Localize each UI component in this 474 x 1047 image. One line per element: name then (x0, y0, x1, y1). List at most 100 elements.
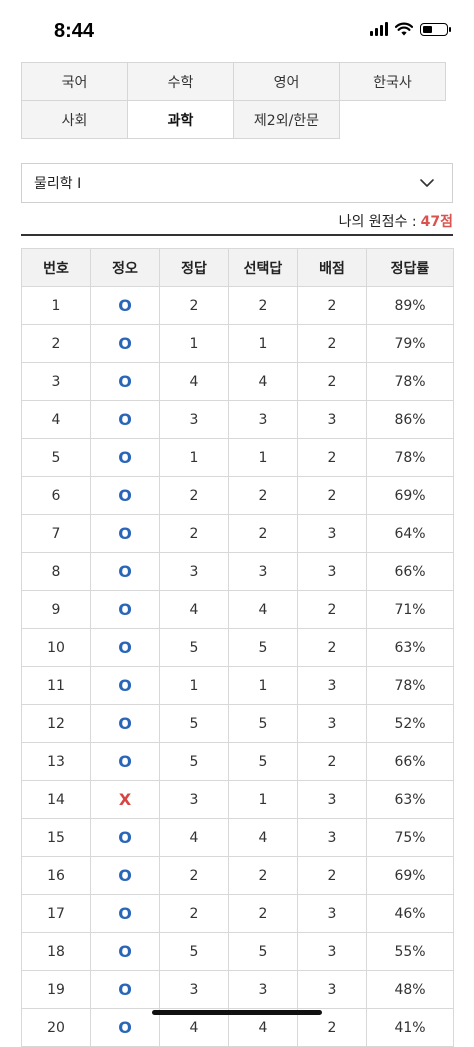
status-time: 8:44 (54, 20, 95, 42)
cell-points: 2 (297, 438, 367, 477)
cell-number: 11 (21, 666, 91, 705)
cell-correctness: O (90, 552, 160, 591)
cell-correct-rate: 78% (366, 666, 454, 705)
table-row: 3 O 4 4 2 78% (21, 362, 454, 401)
cell-correct-rate: 75% (366, 818, 454, 857)
cell-selected: 1 (228, 324, 298, 363)
cell-number: 12 (21, 704, 91, 743)
header-number: 번호 (21, 248, 91, 287)
cell-correct-rate: 78% (366, 438, 454, 477)
cell-correctness: O (90, 894, 160, 933)
cell-number: 5 (21, 438, 91, 477)
correct-mark: O (118, 638, 132, 657)
cell-correct-rate: 52% (366, 704, 454, 743)
tab-subject[interactable]: 과학 (127, 100, 234, 139)
correct-mark: O (118, 714, 132, 733)
cell-correctness: O (90, 362, 160, 401)
cell-number: 19 (21, 970, 91, 1009)
subject-select-value: 물리학 I (34, 176, 82, 192)
cell-selected: 4 (228, 818, 298, 857)
cell-answer: 2 (159, 514, 229, 553)
tab-subject[interactable]: 영어 (233, 62, 340, 101)
cell-correct-rate: 69% (366, 476, 454, 515)
cell-points: 3 (297, 552, 367, 591)
status-icons (370, 22, 451, 36)
cell-selected: 5 (228, 932, 298, 971)
cell-correct-rate: 66% (366, 742, 454, 781)
table-row: 2 O 1 1 2 79% (21, 324, 454, 363)
tab-subject[interactable]: 사회 (21, 100, 128, 139)
header-selected: 선택답 (228, 248, 298, 287)
tab-row: 국어 수학 영어 한국사 (21, 62, 449, 101)
tab-subject[interactable]: 수학 (127, 62, 234, 101)
table-row: 9 O 4 4 2 71% (21, 590, 454, 629)
correct-mark: O (118, 524, 132, 543)
cell-selected: 1 (228, 780, 298, 819)
subject-select[interactable]: 물리학 I (21, 163, 453, 203)
cell-correctness: O (90, 704, 160, 743)
cell-correctness: O (90, 628, 160, 667)
cell-number: 7 (21, 514, 91, 553)
cell-correctness: O (90, 286, 160, 325)
table-row: 13 O 5 5 2 66% (21, 742, 454, 781)
cell-correctness: O (90, 666, 160, 705)
cell-correctness: O (90, 476, 160, 515)
tab-subject[interactable]: 제2외/한문 (233, 100, 340, 139)
subject-tabs: 국어 수학 영어 한국사 사회 과학 제2외/한문 (21, 62, 449, 139)
cell-number: 1 (21, 286, 91, 325)
cell-correctness: X (90, 780, 160, 819)
cell-answer: 3 (159, 780, 229, 819)
header-correctness: 정오 (90, 248, 160, 287)
cell-correct-rate: 64% (366, 514, 454, 553)
cell-points: 2 (297, 590, 367, 629)
table-row: 4 O 3 3 3 86% (21, 400, 454, 439)
correct-mark: O (118, 866, 132, 885)
cell-selected: 5 (228, 628, 298, 667)
cell-correct-rate: 86% (366, 400, 454, 439)
cell-answer: 4 (159, 818, 229, 857)
cell-number: 18 (21, 932, 91, 971)
correct-mark: O (118, 600, 132, 619)
tab-subject[interactable]: 한국사 (339, 62, 446, 101)
cell-points: 2 (297, 856, 367, 895)
cell-points: 3 (297, 400, 367, 439)
table-row: 7 O 2 2 3 64% (21, 514, 454, 553)
table-row: 8 O 3 3 3 66% (21, 552, 454, 591)
status-bar: 8:44 (0, 0, 474, 56)
cell-correctness: O (90, 400, 160, 439)
cell-points: 2 (297, 286, 367, 325)
cell-answer: 1 (159, 438, 229, 477)
cell-correct-rate: 63% (366, 628, 454, 667)
cell-selected: 2 (228, 894, 298, 933)
wrong-mark: X (118, 790, 132, 809)
cell-points: 3 (297, 932, 367, 971)
cell-number: 17 (21, 894, 91, 933)
table-row: 1 O 2 2 2 89% (21, 286, 454, 325)
cell-selected: 3 (228, 970, 298, 1009)
correct-mark: O (118, 372, 132, 391)
cell-answer: 5 (159, 628, 229, 667)
cell-answer: 2 (159, 476, 229, 515)
cell-number: 10 (21, 628, 91, 667)
cell-answer: 5 (159, 704, 229, 743)
cell-selected: 2 (228, 856, 298, 895)
battery-icon (420, 22, 451, 36)
cell-number: 6 (21, 476, 91, 515)
cell-correct-rate: 41% (366, 1008, 454, 1047)
cell-number: 9 (21, 590, 91, 629)
cell-correctness: O (90, 1008, 160, 1047)
table-header-row: 번호 정오 정답 선택답 배점 정답률 (21, 248, 454, 287)
cell-points: 3 (297, 514, 367, 553)
header-answer: 정답 (159, 248, 229, 287)
tab-subject[interactable]: 국어 (21, 62, 128, 101)
table-row: 14 X 3 1 3 63% (21, 780, 454, 819)
cell-correct-rate: 46% (366, 894, 454, 933)
cell-points: 2 (297, 628, 367, 667)
table-row: 12 O 5 5 3 52% (21, 704, 454, 743)
cell-correctness: O (90, 818, 160, 857)
cell-selected: 4 (228, 362, 298, 401)
raw-score: 나의 원점수 : 47점 (21, 207, 453, 236)
cell-correctness: O (90, 932, 160, 971)
results-table: 번호 정오 정답 선택답 배점 정답률 1 O 2 2 2 89% 2 O 1 1 2 79% 3 O 4 4 2 78% 4… (21, 248, 454, 1047)
cell-points: 2 (297, 476, 367, 515)
